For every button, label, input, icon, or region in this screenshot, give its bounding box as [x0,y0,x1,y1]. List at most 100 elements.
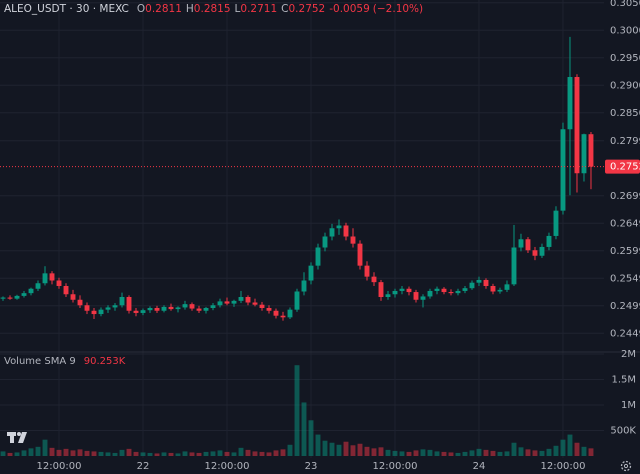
volume-bar [119,449,125,456]
ohlc-value: 0.2711 [240,3,277,15]
candle-body [581,134,587,174]
volume-bar [574,442,580,456]
volume-bar [77,449,83,456]
volume-bar [21,450,27,456]
candle-body [63,286,69,295]
candle-body [21,293,27,296]
volume-bar [189,452,195,456]
volume-legend: Volume SMA 9 90.253K [4,356,126,367]
candle-body [126,297,132,311]
volume-bar [315,434,321,456]
volume-bar [378,447,384,456]
volume-bar [14,452,20,456]
candle-body [469,282,475,289]
candle-body [434,288,440,291]
candle-body [49,273,55,281]
volume-bar [329,442,335,456]
ohlc-name: C [281,3,288,15]
candle-body [105,307,111,310]
candle-body [483,279,489,286]
candle-body [35,283,41,289]
y-tick-label: 0.2699 [610,191,640,202]
volume-bar [301,402,307,456]
volume-bar [434,451,440,456]
volume-bar [448,452,454,456]
volume-bar [0,451,6,456]
candle-body [217,301,223,306]
candle-body [497,289,503,292]
candle-body [133,310,139,313]
candle-body [364,265,370,277]
volume-bar [280,449,286,456]
volume-tick-label: 2M [621,349,636,360]
candle-body [518,239,524,248]
volume-bar [49,447,55,456]
candle-body [28,288,34,294]
volume-bar [504,451,510,456]
candle-body [14,295,20,299]
volume-bar [469,450,475,456]
candle-body [0,297,6,299]
volume-bar [266,452,272,456]
volume-bar [427,449,433,456]
last-price-tag [605,159,640,174]
volume-bar [581,446,587,456]
candle-body [406,288,412,293]
volume-bar [497,451,503,456]
volume-bar [399,451,405,456]
y-tick-label: 0.2799 [610,136,640,147]
volume-bar [539,450,545,456]
candle-body [567,77,573,130]
candle-body [280,315,286,318]
candle-body [329,228,335,237]
candle-body [252,302,258,305]
volume-bar [511,442,517,456]
candle-body [399,288,405,291]
candle-body [238,297,244,301]
change-pct: (−2.10%) [373,3,423,15]
candle-body [392,290,398,295]
y-tick-label: 0.2499 [610,301,640,312]
candle-body [189,304,195,309]
volume-sma: 90.253K [84,356,126,367]
volume-bar [182,451,188,456]
settings-icon[interactable] [620,460,632,472]
volume-bar [364,446,370,456]
volume-tick-label: 1M [621,400,636,411]
candle-body [70,294,76,300]
candle-body [182,304,188,308]
volume-bar [42,439,48,456]
volume-bar [371,448,377,456]
candle-body [301,280,307,292]
candle-body [336,225,342,229]
logo-part [10,432,14,443]
ohlc-name: L [235,3,241,15]
volume-bar [245,449,251,456]
candle-body [462,288,468,291]
volume-bar [196,452,202,456]
volume-bar [455,452,461,456]
candle-body [574,77,580,174]
candle-body [7,297,13,299]
volume-bar [175,453,181,456]
candle-body [77,299,83,306]
volume-bar [546,448,552,456]
candle-body [427,290,433,297]
volume-bar [98,451,104,456]
candle-body [511,247,517,285]
volume-bar [70,450,76,456]
candle-body [231,300,237,304]
x-tick-label: 12:00:00 [205,461,250,472]
tv-logo[interactable] [7,432,27,443]
volume-bar [168,452,174,456]
volume-bar [147,452,153,456]
candle-body [294,291,300,310]
volume-bar [483,449,489,456]
volume-bar [105,452,111,456]
last-price-label: 0.2752 [610,162,640,173]
